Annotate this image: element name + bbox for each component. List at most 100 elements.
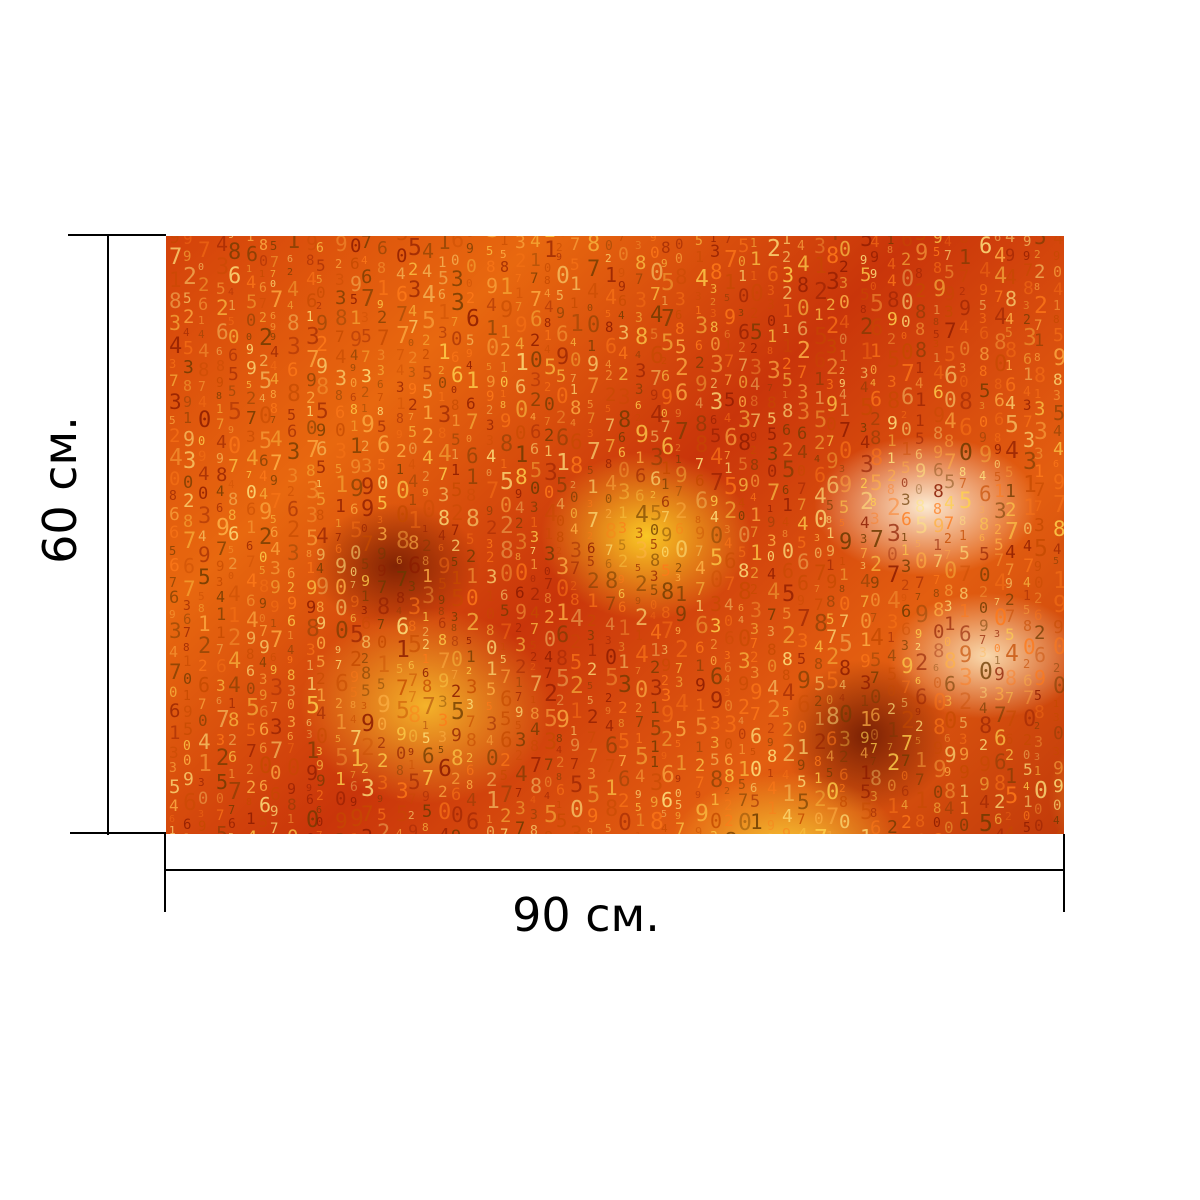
texture-digit: 9	[618, 573, 625, 586]
texture-digit: 6	[259, 741, 268, 757]
texture-digit: 1	[438, 255, 447, 271]
texture-digit: 4	[826, 236, 840, 245]
texture-digit: 9	[198, 449, 207, 465]
texture-digit: 5	[979, 380, 991, 402]
texture-digit: 0	[675, 538, 689, 563]
texture-digit: 5	[839, 631, 853, 657]
texture-digit: 1	[635, 448, 645, 467]
texture-digit: 3	[767, 531, 777, 550]
texture-digit: 9	[486, 504, 494, 518]
texture-digit: 8	[933, 640, 945, 662]
texture-digit: 0	[710, 334, 721, 355]
texture-digit: 9	[486, 372, 496, 391]
texture-digit: 5	[724, 474, 738, 500]
texture-digit: 4	[270, 539, 281, 560]
texture-digit: 9	[259, 500, 273, 525]
texture-digit: 2	[901, 250, 912, 270]
texture-digit: 8	[500, 400, 507, 411]
texture-digit: 3	[724, 686, 731, 699]
texture-digit: 6	[767, 262, 780, 286]
texture-digit: 1	[246, 236, 255, 245]
texture-digit: 7	[270, 628, 284, 653]
texture-digit: 6	[377, 378, 384, 391]
texture-digit: 4	[618, 344, 629, 364]
texture-digit: 5	[228, 833, 234, 835]
texture-digit: 4	[556, 745, 563, 756]
texture-digit: 4	[724, 411, 732, 425]
texture-digit: 9	[270, 663, 278, 677]
texture-digit: 2	[570, 579, 578, 593]
texture-digit: 2	[216, 296, 229, 320]
texture-digit: 2	[618, 364, 629, 385]
texture-digit: 5	[750, 792, 761, 812]
texture-digit: 3	[750, 620, 760, 638]
texture-digit: 5	[915, 736, 922, 747]
texture-digit: 8	[661, 580, 675, 605]
texture-digit: 0	[738, 727, 747, 743]
texture-digit: 8	[216, 464, 228, 486]
texture-digit: 5	[1034, 689, 1042, 704]
texture-digit: 7	[605, 543, 614, 559]
texture-digit: 2	[901, 708, 915, 734]
texture-digit: 3	[377, 524, 388, 545]
texture-digit: 8	[556, 772, 563, 783]
texture-digit: 2	[635, 413, 642, 424]
texture-digit: 2	[587, 660, 598, 680]
texture-digit: 9	[797, 668, 811, 694]
texture-digit: 3	[216, 731, 226, 749]
texture-digit: 9	[710, 494, 719, 510]
texture-digit: 4	[169, 334, 183, 359]
texture-digit: 8	[710, 768, 724, 793]
texture-digit: 5	[587, 694, 594, 707]
texture-digit: 5	[605, 665, 619, 691]
texture-digit: 8	[618, 408, 632, 433]
texture-digit: 6	[901, 385, 915, 410]
texture-digit: 8	[451, 623, 458, 634]
texture-digit: 2	[287, 485, 295, 500]
texture-digit: 5	[422, 308, 436, 334]
texture-digit: 0	[860, 609, 873, 633]
texture-digit: 9	[933, 443, 944, 463]
texture-digit: 6	[183, 833, 189, 835]
texture-digit: 6	[216, 345, 223, 358]
texture-digit: 3	[650, 771, 664, 796]
texture-digit: 8	[944, 779, 957, 803]
texture-digit: 5	[556, 289, 564, 304]
texture-digit: 8	[782, 400, 794, 422]
texture-digit: 9	[826, 449, 839, 473]
texture-digit: 3	[750, 663, 760, 682]
texture-digit: 8	[530, 737, 540, 755]
texture-digit: 5	[396, 662, 404, 676]
texture-digit: 8	[944, 432, 955, 452]
texture-digit: 1	[695, 304, 702, 317]
texture-digit: 4	[915, 376, 924, 392]
texture-digit: 7	[408, 412, 415, 423]
texture-digit: 6	[1023, 350, 1033, 368]
texture-digit: 4	[422, 447, 434, 469]
texture-digit: 5	[500, 708, 512, 730]
texture-digit: 7	[738, 356, 749, 376]
texture-digit: 9	[587, 827, 594, 835]
texture-digit: 9	[515, 600, 528, 624]
texture-digit: 8	[422, 821, 429, 834]
texture-digit: 0	[228, 434, 242, 459]
texture-digit: 1	[695, 656, 705, 675]
texture-digit: 1	[1005, 481, 1016, 502]
texture-digit: 7	[169, 660, 182, 684]
texture-digit: 5	[316, 652, 326, 671]
texture-digit: 8	[979, 714, 993, 739]
texture-digit: 1	[901, 439, 912, 460]
texture-digit: 4	[438, 441, 452, 467]
texture-digit: 0	[350, 376, 358, 390]
texture-digit: 6	[661, 762, 675, 788]
texture-digit: 1	[650, 753, 660, 771]
texture-digit: 7	[826, 805, 840, 830]
texture-digit: 5	[486, 362, 493, 373]
texture-digit: 4	[782, 681, 796, 706]
texture-digit: 7	[814, 828, 828, 835]
texture-digit: 0	[466, 256, 477, 277]
texture-digit: 6	[335, 542, 343, 556]
texture-digit: 6	[316, 438, 328, 460]
texture-digit: 1	[486, 316, 499, 340]
texture-digit: 1	[994, 481, 1005, 502]
